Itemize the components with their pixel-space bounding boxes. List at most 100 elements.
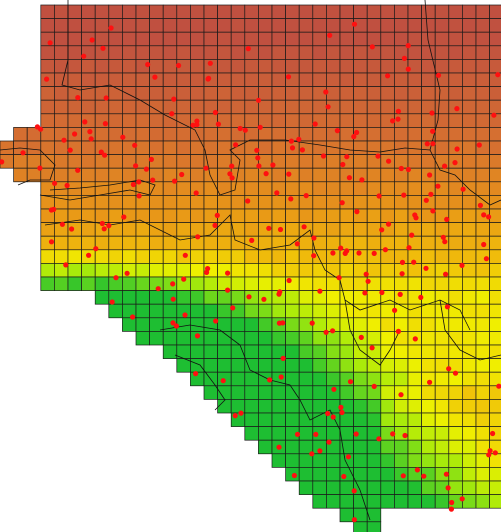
grid-cell bbox=[258, 18, 273, 33]
grid-cell bbox=[258, 99, 273, 115]
station-dot bbox=[109, 299, 115, 305]
station-dot bbox=[330, 414, 336, 420]
grid-cell bbox=[135, 18, 150, 33]
grid-cell bbox=[244, 276, 259, 291]
grid-cell bbox=[312, 344, 327, 359]
grid-cell bbox=[244, 86, 259, 101]
grid-cell bbox=[312, 195, 327, 210]
grid-cell bbox=[203, 4, 218, 19]
station-dot bbox=[170, 296, 176, 302]
grid-cell bbox=[190, 4, 205, 19]
grid-cell bbox=[108, 99, 123, 115]
grid-cell bbox=[230, 45, 246, 60]
grid-cell bbox=[40, 154, 55, 169]
grid-cell bbox=[353, 113, 368, 128]
grid-cell bbox=[203, 45, 218, 60]
grid-cell bbox=[312, 263, 327, 278]
grid-cell bbox=[380, 31, 395, 47]
grid-cell bbox=[217, 249, 232, 264]
station-dot bbox=[266, 225, 272, 231]
grid-cell bbox=[81, 222, 96, 237]
grid-cell bbox=[176, 263, 191, 278]
grid-cell bbox=[421, 480, 436, 495]
grid-cell bbox=[298, 344, 314, 359]
grid-cell bbox=[326, 4, 341, 19]
station-dot bbox=[155, 286, 161, 292]
station-dot bbox=[354, 209, 360, 215]
grid-cell bbox=[448, 344, 463, 359]
grid-cell bbox=[298, 18, 314, 33]
grid-cell bbox=[176, 154, 191, 169]
grid-cell bbox=[339, 263, 354, 278]
grid-cell bbox=[475, 467, 490, 482]
grid-cell bbox=[434, 86, 450, 101]
grid-cell bbox=[217, 31, 232, 47]
grid-cell bbox=[230, 18, 246, 33]
grid-cell bbox=[434, 439, 450, 455]
grid-cell bbox=[489, 31, 501, 47]
station-dot bbox=[346, 175, 352, 181]
station-dot bbox=[213, 318, 219, 324]
station-dot bbox=[173, 323, 179, 329]
station-dot bbox=[369, 44, 375, 50]
grid-cell bbox=[475, 412, 490, 427]
grid-cell bbox=[475, 385, 490, 400]
grid-cell bbox=[244, 208, 259, 223]
grid-cell bbox=[230, 249, 246, 264]
grid-cell bbox=[475, 290, 490, 305]
grid-cell bbox=[244, 18, 259, 33]
grid-cell bbox=[421, 113, 436, 128]
grid-cell bbox=[67, 154, 82, 169]
grid-cell bbox=[326, 222, 341, 237]
grid-cell bbox=[394, 59, 409, 74]
grid-cell bbox=[366, 263, 382, 278]
station-dot bbox=[424, 141, 430, 147]
grid-cell bbox=[326, 181, 341, 196]
grid-cell bbox=[298, 31, 314, 47]
grid-cell bbox=[366, 86, 382, 101]
station-dot bbox=[486, 214, 492, 220]
grid-cell bbox=[475, 317, 490, 332]
grid-cell bbox=[149, 45, 164, 60]
grid-cell bbox=[40, 86, 55, 101]
station-dot bbox=[176, 62, 182, 69]
grid-cell bbox=[475, 480, 490, 495]
grid-cell bbox=[366, 521, 382, 532]
grid-cell bbox=[353, 453, 368, 468]
grid-cell bbox=[475, 31, 490, 47]
grid-cell bbox=[298, 480, 314, 495]
grid-cell bbox=[162, 263, 178, 278]
grid-cell bbox=[339, 167, 354, 183]
station-dot bbox=[286, 277, 292, 284]
grid-cell bbox=[176, 222, 191, 237]
grid-cell bbox=[434, 99, 450, 115]
grid-cell bbox=[271, 99, 286, 115]
grid-cell bbox=[135, 276, 150, 291]
grid-cell bbox=[108, 303, 123, 319]
station-dot bbox=[242, 127, 248, 133]
grid-cell bbox=[462, 426, 477, 441]
grid-cell bbox=[326, 235, 341, 251]
station-dot bbox=[194, 333, 201, 339]
grid-cell bbox=[434, 399, 450, 414]
station-dot bbox=[385, 73, 391, 79]
grid-cell bbox=[421, 72, 436, 87]
grid-cell bbox=[339, 358, 354, 373]
grid-cell bbox=[462, 303, 477, 319]
grid-cell bbox=[230, 4, 246, 19]
grid-cell bbox=[448, 317, 463, 332]
grid-cell bbox=[122, 72, 137, 87]
grid-cell bbox=[407, 99, 422, 115]
grid-cell bbox=[40, 249, 55, 264]
grid-cell bbox=[285, 344, 300, 359]
grid-cell bbox=[434, 385, 450, 400]
grid-cell bbox=[353, 99, 368, 115]
grid-cell bbox=[462, 467, 477, 482]
station-dot bbox=[257, 124, 263, 130]
station-dot bbox=[376, 436, 382, 442]
grid-cell bbox=[326, 467, 341, 482]
grid-cell bbox=[258, 140, 273, 155]
grid-cell bbox=[353, 521, 368, 532]
grid-cell bbox=[407, 358, 422, 373]
station-dot bbox=[449, 499, 455, 506]
